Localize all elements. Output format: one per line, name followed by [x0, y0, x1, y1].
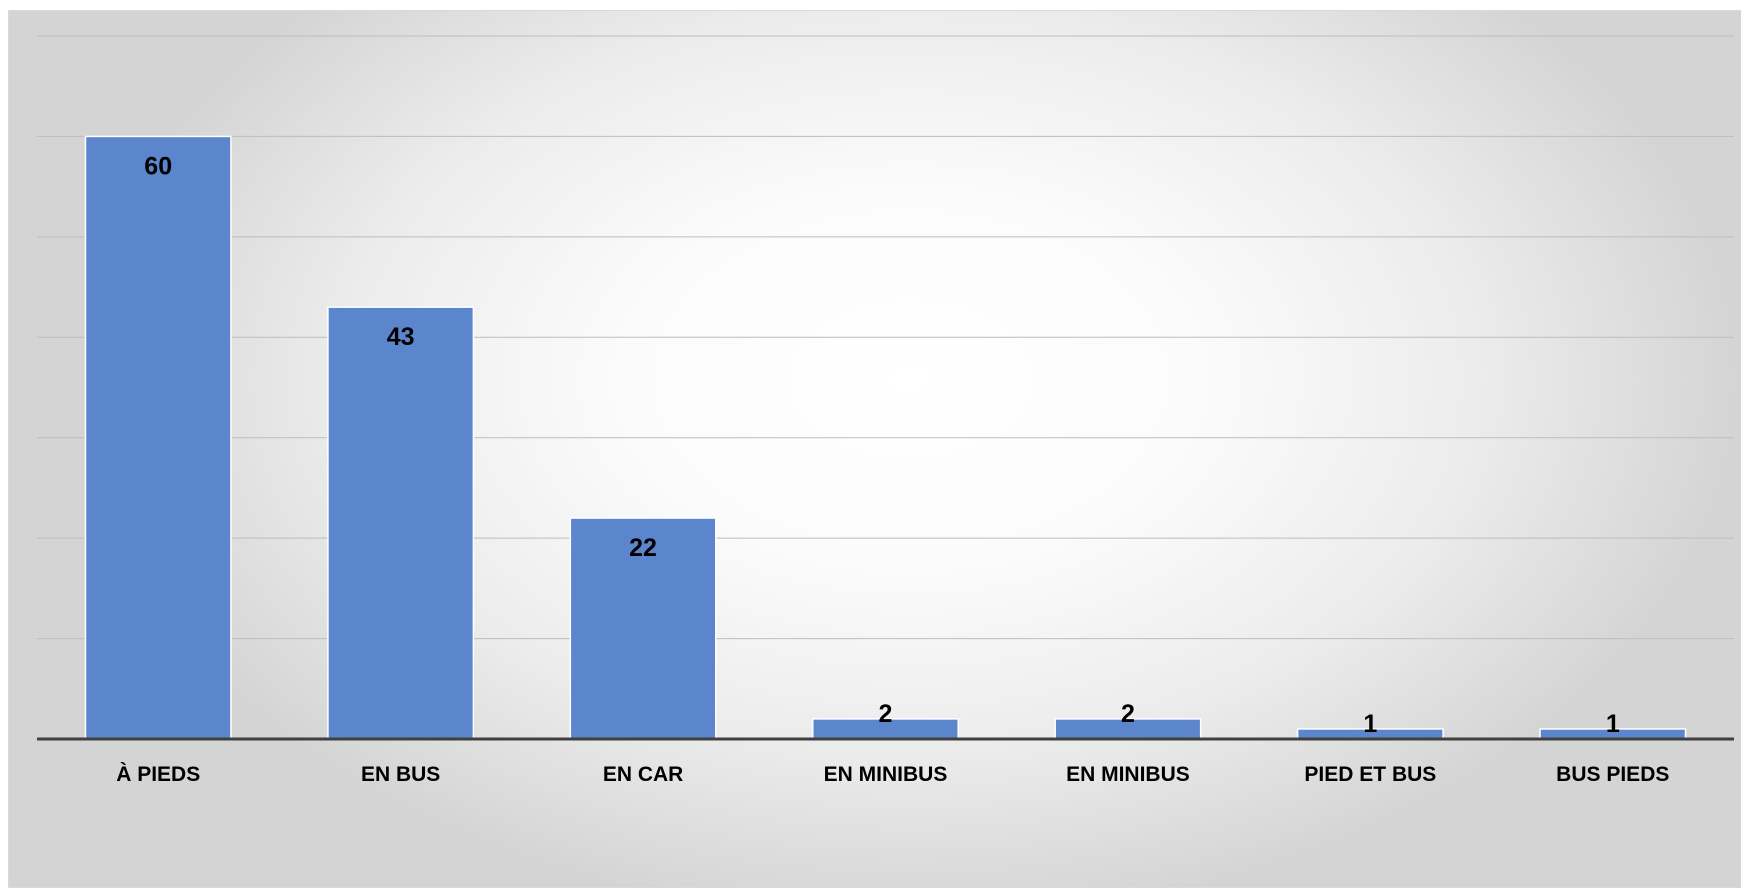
data-label: 43 — [387, 323, 415, 351]
category-label: EN BUS — [361, 763, 440, 786]
category-labels: À PIEDS EN BUS EN CAR EN MINIBUS EN MINIBUS P… — [116, 763, 1669, 786]
data-label: 2 — [879, 700, 893, 728]
data-label: 60 — [144, 152, 172, 180]
data-label: 22 — [629, 534, 657, 562]
category-label: EN CAR — [603, 763, 684, 786]
data-label: 2 — [1121, 700, 1135, 728]
category-label: EN MINIBUS — [1066, 763, 1190, 786]
bar — [84, 135, 232, 740]
bar — [569, 517, 717, 740]
bar — [327, 306, 475, 740]
data-label: 1 — [1363, 710, 1377, 738]
chart-area: 60 43 22 2 2 1 1 À PIEDS EN BUS EN CAR EN MINIBUS… — [8, 10, 1741, 888]
category-label: À PIEDS — [116, 763, 200, 786]
data-label: 1 — [1606, 710, 1620, 738]
category-label: EN MINIBUS — [824, 763, 948, 786]
category-label: PIED ET BUS — [1304, 763, 1436, 786]
category-label: BUS PIEDS — [1556, 763, 1669, 786]
gridlines — [37, 35, 1734, 640]
